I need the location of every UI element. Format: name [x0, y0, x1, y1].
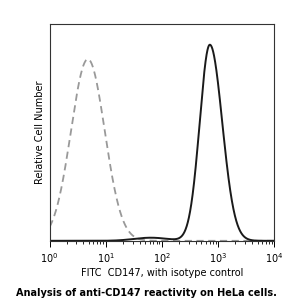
X-axis label: FITC  CD147, with isotype control: FITC CD147, with isotype control [81, 268, 243, 278]
Text: Analysis of anti-CD147 reactivity on HeLa cells.: Analysis of anti-CD147 reactivity on HeL… [15, 288, 277, 298]
Y-axis label: Relative Cell Number: Relative Cell Number [35, 81, 46, 184]
